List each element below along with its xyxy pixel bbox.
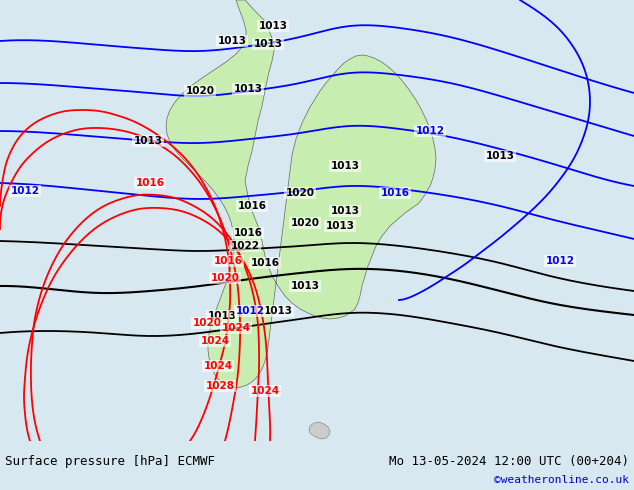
Text: 1016: 1016 [233,228,262,238]
Text: 1013: 1013 [134,136,162,146]
Text: 1020: 1020 [210,273,240,283]
Text: 1016: 1016 [380,188,410,198]
Text: 1013: 1013 [207,311,236,321]
Text: 1013: 1013 [290,281,320,291]
Text: 1012: 1012 [235,306,264,316]
Text: 1013: 1013 [254,39,283,49]
Text: 1013: 1013 [217,36,247,46]
Text: 1012: 1012 [415,126,444,136]
Text: 1016: 1016 [214,256,242,266]
Text: 1016: 1016 [250,258,280,268]
Text: 1016: 1016 [238,201,266,211]
Text: 1013: 1013 [325,221,354,231]
Text: ©weatheronline.co.uk: ©weatheronline.co.uk [494,475,629,485]
Text: 1013: 1013 [330,161,359,171]
Text: 1024: 1024 [250,386,280,396]
Polygon shape [166,0,436,388]
Text: 1013: 1013 [233,84,262,94]
Text: 1012: 1012 [545,256,574,266]
Text: 1020: 1020 [186,86,214,96]
Text: 1013: 1013 [330,206,359,216]
Text: 1013: 1013 [259,21,287,31]
Text: 1016: 1016 [136,178,164,188]
Text: 1024: 1024 [221,323,250,333]
Text: 1024: 1024 [200,336,230,346]
Text: Mo 13-05-2024 12:00 UTC (00+204): Mo 13-05-2024 12:00 UTC (00+204) [389,455,629,468]
Text: 1012: 1012 [11,186,39,196]
Text: 1028: 1028 [205,381,235,391]
Text: 1020: 1020 [290,218,320,228]
Polygon shape [309,422,330,439]
Text: 1024: 1024 [204,361,233,371]
Text: 1013: 1013 [264,306,292,316]
Text: 1013: 1013 [486,151,515,161]
Text: Surface pressure [hPa] ECMWF: Surface pressure [hPa] ECMWF [5,455,215,468]
Text: 1020: 1020 [285,188,314,198]
Text: 1022: 1022 [231,241,259,251]
Text: 1020: 1020 [193,318,221,328]
